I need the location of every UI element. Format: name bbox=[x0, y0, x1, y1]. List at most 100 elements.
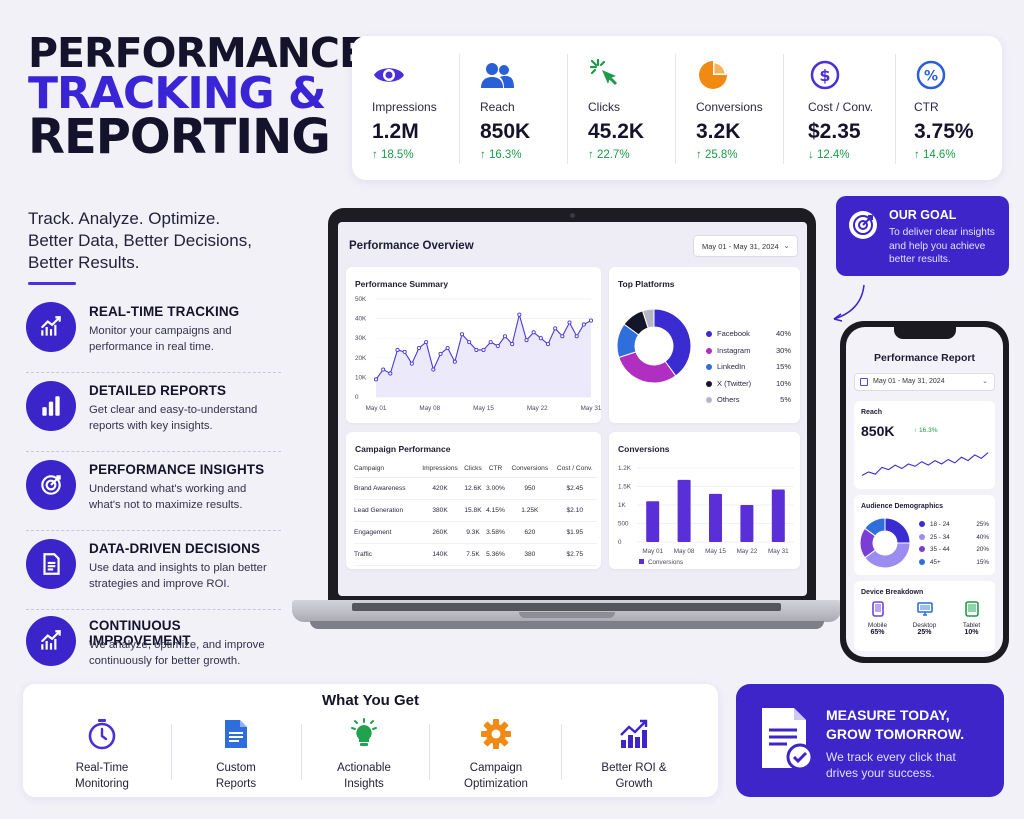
lightbulb-icon bbox=[348, 718, 380, 750]
column-header: Conversions bbox=[507, 460, 553, 478]
column-header: Clicks bbox=[462, 460, 484, 478]
top-platforms-panel: Top Platforms Facebook 40% Instagram 30% Lin… bbox=[609, 267, 800, 423]
x-tick-label: May 01 bbox=[366, 405, 387, 412]
y-tick-label: 40K bbox=[355, 316, 367, 323]
benefit-campaign-optimization: Campaign Optimization bbox=[431, 714, 561, 794]
legend-item: Others 5% bbox=[706, 395, 791, 404]
donut-slice bbox=[864, 517, 886, 537]
phone-date-picker[interactable]: May 01 - May 31, 2024 ⌄ bbox=[854, 373, 995, 391]
hero-title-line-2: TRACKING & bbox=[28, 67, 326, 119]
chevron-down-icon: ⌄ bbox=[783, 241, 790, 250]
legend-label: Facebook bbox=[717, 329, 750, 338]
kpi-label: Conversions bbox=[696, 100, 763, 114]
performance-line-chart: 0 10K 20K 30K 40K 50K May 01 May 08 May 15 May 22… bbox=[355, 296, 601, 412]
table-cell: 420K bbox=[417, 477, 463, 500]
divider bbox=[429, 724, 430, 780]
divider bbox=[26, 372, 281, 373]
data-point bbox=[381, 367, 386, 372]
kpi-value: 3.75% bbox=[914, 120, 974, 143]
x-tick-label: May 22 bbox=[527, 405, 548, 412]
benefit-label: Actionable Insights bbox=[337, 762, 391, 790]
table-row: Brand Awareness 420K 12.6K 3.00% 950 $2.… bbox=[354, 477, 597, 500]
divider bbox=[783, 54, 784, 164]
device-value: 65% bbox=[870, 629, 885, 636]
kpi-delta: ↑ 25.8% bbox=[696, 149, 738, 161]
conversions-bar-chart: 0 500 1K 1.5K 1.2K May 01 May 08 May 15 May 22 Ma… bbox=[618, 465, 794, 566]
benefit-label: Campaign Optimization bbox=[464, 762, 528, 790]
legend-swatch bbox=[706, 347, 712, 354]
tablet-icon bbox=[964, 601, 979, 617]
what-you-get-title: What You Get bbox=[322, 692, 419, 709]
conversions-panel: Conversions 0 500 1K 1.5K 1.2K May 01 May 08 Ma… bbox=[609, 432, 800, 569]
table-cell: 380K bbox=[417, 499, 463, 522]
data-point bbox=[388, 371, 393, 376]
feature-description: Get clear and easy-to-understand reports… bbox=[89, 404, 258, 432]
legend-item: Instagram 30% bbox=[706, 346, 791, 355]
data-point bbox=[581, 322, 586, 327]
y-tick-label: 500 bbox=[618, 521, 629, 528]
gear-icon bbox=[480, 718, 512, 750]
legend-label: 18 - 24 bbox=[930, 521, 950, 528]
table-cell: 15.8K bbox=[462, 499, 484, 522]
y-tick-label: 50K bbox=[355, 296, 367, 303]
table-cell: $2.45 bbox=[552, 477, 597, 500]
table-cell: 5.36% bbox=[483, 543, 508, 566]
data-point bbox=[445, 345, 450, 351]
what-you-get-card: What You Get Real-Time Monitoring Custom… bbox=[23, 684, 718, 797]
legend-value: 20% bbox=[976, 546, 989, 553]
data-point bbox=[560, 334, 565, 339]
legend-swatch bbox=[706, 397, 712, 404]
laptop-base bbox=[292, 600, 841, 622]
kpi-label: Cost / Conv. bbox=[808, 100, 874, 114]
column-header: CTR bbox=[483, 460, 508, 478]
trend-up-icon bbox=[26, 302, 76, 352]
data-point bbox=[481, 347, 486, 353]
phone-date-value: May 01 - May 31, 2024 bbox=[873, 378, 945, 385]
kpi-value: $2.35 bbox=[808, 120, 861, 143]
phone-reach-card: Reach 850K ↑ 16.3% bbox=[854, 401, 995, 489]
legend-swatch bbox=[919, 558, 925, 565]
data-point bbox=[459, 332, 465, 337]
kpi-impressions: Impressions 1.2M ↑ 18.5% bbox=[352, 36, 460, 180]
table-cell: 3.58% bbox=[483, 521, 508, 544]
phone-device-card: Device Breakdown Mobile 65% Desktop 25% … bbox=[854, 581, 995, 651]
table-cell: Brand Awareness bbox=[354, 477, 418, 500]
kpi-reach: Reach 850K ↑ 16.3% bbox=[460, 36, 568, 180]
date-range-value: May 01 - May 31, 2024 bbox=[702, 242, 779, 251]
y-tick-label: 20K bbox=[355, 355, 367, 362]
curved-arrow-icon bbox=[833, 284, 865, 322]
data-point bbox=[424, 340, 429, 345]
data-point bbox=[452, 359, 457, 364]
device-value: 10% bbox=[964, 629, 979, 636]
legend-label: LinkedIn bbox=[717, 362, 746, 371]
divider bbox=[301, 724, 302, 780]
dollar-icon: $ bbox=[808, 58, 842, 92]
legend-item: 35 - 44 20% bbox=[919, 546, 989, 553]
data-point bbox=[517, 312, 522, 317]
table-cell: 1.25K bbox=[507, 499, 553, 522]
campaign-table: Campaign Impressions Clicks CTR Conversi… bbox=[354, 460, 597, 566]
panel-title: Top Platforms bbox=[618, 279, 675, 289]
donut-slice bbox=[653, 309, 692, 377]
feature-description: Understand what's working and what's not… bbox=[89, 483, 247, 511]
data-point bbox=[467, 340, 472, 345]
phone-notch bbox=[894, 327, 956, 339]
device-desktop: Desktop 25% bbox=[901, 601, 948, 636]
users-icon bbox=[480, 58, 514, 92]
kpi-delta: ↑ 18.5% bbox=[372, 149, 414, 161]
data-point bbox=[402, 349, 407, 354]
date-range-picker[interactable]: May 01 - May 31, 2024 ⌄ bbox=[693, 235, 798, 257]
donut-slice bbox=[864, 542, 911, 569]
legend-label: X (Twitter) bbox=[717, 378, 752, 388]
table-cell: 7.5K bbox=[462, 543, 484, 566]
legend-item: 18 - 24 25% bbox=[919, 521, 989, 528]
x-tick-label: May 01 bbox=[642, 548, 663, 555]
donut-slice bbox=[884, 517, 911, 544]
data-point bbox=[553, 326, 558, 331]
y-tick-label: 1K bbox=[618, 502, 627, 509]
data-point bbox=[502, 334, 508, 339]
legend-swatch bbox=[919, 533, 925, 540]
table-cell: 950 bbox=[507, 477, 553, 500]
table-row: Traffic 140K 7.5K 5.36% 380 $2.75 bbox=[354, 543, 597, 566]
device-mobile: Mobile 65% bbox=[854, 601, 901, 636]
